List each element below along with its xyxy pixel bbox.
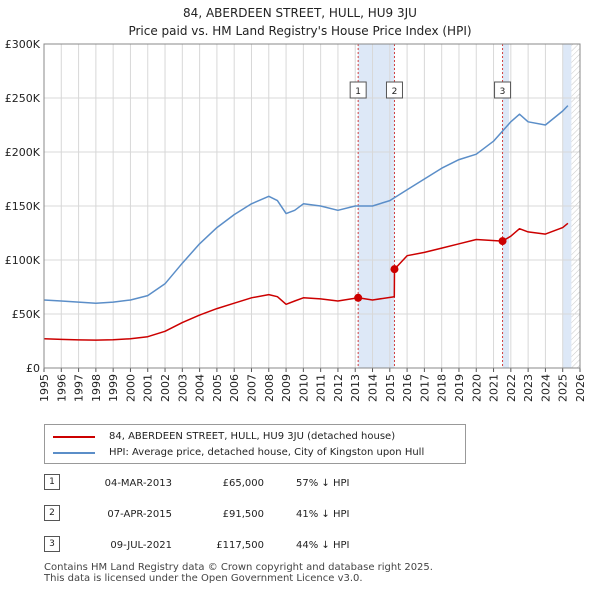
x-tick-label: 2024 — [539, 374, 552, 402]
transaction-row-2: 2 07-APR-2015 £91,500 41% ↓ HPI — [44, 505, 544, 525]
marker-label-box — [494, 81, 512, 99]
x-tick-label: 2011 — [315, 374, 328, 402]
x-tick-label: 2013 — [349, 374, 362, 402]
marker-label-box — [349, 81, 367, 99]
x-tick-label: 2010 — [297, 374, 310, 402]
legend-hpi-label: HPI: Average price, detached house, City… — [109, 447, 425, 458]
transaction-hpi-diff: 57% ↓ HPI — [296, 478, 350, 489]
y-tick-label: £0 — [26, 362, 40, 375]
transaction-badge: 1 — [44, 474, 60, 490]
marker-label: 1 — [355, 87, 361, 97]
x-tick-label: 2000 — [124, 374, 137, 402]
x-tick-label: 2002 — [159, 374, 172, 402]
footer-line-1: Contains HM Land Registry data © Crown c… — [44, 562, 433, 573]
x-tick-label: 2023 — [522, 374, 535, 402]
y-tick-label: £150K — [5, 200, 41, 213]
transaction-price: £91,500 — [222, 509, 264, 520]
transaction-date: 07-APR-2015 — [107, 509, 172, 520]
x-tick-label: 2018 — [436, 374, 449, 402]
x-tick-label: 2006 — [228, 374, 241, 402]
y-tick-label: £100K — [5, 254, 41, 267]
legend-property-label: 84, ABERDEEN STREET, HULL, HU9 3JU (deta… — [109, 431, 396, 442]
plot-frame — [43, 43, 581, 369]
marker-label-box — [385, 81, 403, 99]
x-tick-label: 2025 — [557, 374, 570, 402]
x-tick-label: 2020 — [470, 374, 483, 402]
x-tick-label: 1999 — [107, 374, 120, 402]
x-tick-label: 2007 — [245, 374, 258, 402]
legend-hpi-swatch — [53, 452, 95, 454]
chart-title: 84, ABERDEEN STREET, HULL, HU9 3JU Price… — [0, 4, 600, 40]
x-tick-label: 1997 — [73, 374, 86, 402]
x-tick-label: 2005 — [211, 374, 224, 402]
transaction-price: £117,500 — [216, 540, 264, 551]
sale-point — [498, 237, 507, 246]
title-line-2: Price paid vs. HM Land Registry's House … — [128, 24, 472, 38]
x-tick-label: 2009 — [280, 374, 293, 402]
title-line-1: 84, ABERDEEN STREET, HULL, HU9 3JU — [183, 6, 417, 20]
x-tick-label: 2019 — [453, 374, 466, 402]
marker-label: 2 — [392, 87, 398, 97]
transaction-row-1: 1 04-MAR-2013 £65,000 57% ↓ HPI — [44, 474, 544, 494]
transaction-row-3: 3 09-JUL-2021 £117,500 44% ↓ HPI — [44, 536, 544, 556]
legend-property-swatch — [53, 436, 95, 438]
x-tick-label: 1996 — [55, 374, 68, 402]
x-tick-label: 2014 — [367, 374, 380, 402]
sale-point — [354, 293, 363, 302]
chart-legend: 84, ABERDEEN STREET, HULL, HU9 3JU (deta… — [44, 424, 466, 464]
x-tick-label: 2021 — [488, 374, 501, 402]
x-tick-label: 2001 — [142, 374, 155, 402]
x-tick-label: 2012 — [332, 374, 345, 402]
transaction-price: £65,000 — [222, 478, 264, 489]
x-tick-label: 2015 — [384, 374, 397, 402]
footer-line-2: This data is licensed under the Open Gov… — [44, 573, 363, 584]
x-tick-label: 2016 — [401, 374, 414, 402]
series-hpi-line — [43, 105, 569, 304]
sale-point — [390, 265, 399, 274]
x-tick-label: 1998 — [90, 374, 103, 402]
x-tick-label: 2008 — [263, 374, 276, 402]
transaction-hpi-diff: 41% ↓ HPI — [296, 509, 350, 520]
y-tick-label: £300K — [5, 38, 41, 51]
transaction-badge: 3 — [44, 536, 60, 552]
y-tick-label: £200K — [5, 146, 41, 159]
x-tick-label: 2017 — [418, 374, 431, 402]
price-chart: £0 £50K £100K £150K £200K £250K £300K 1995 1996 1… — [5, 38, 587, 402]
x-tick-label: 2003 — [176, 374, 189, 402]
x-tick-label: 2004 — [194, 374, 207, 402]
transaction-date: 09-JUL-2021 — [110, 540, 172, 551]
y-tick-label: £250K — [5, 92, 41, 105]
transaction-hpi-diff: 44% ↓ HPI — [296, 540, 350, 551]
y-tick-label: £50K — [12, 308, 41, 321]
footer-attribution: Contains HM Land Registry data © Crown c… — [44, 562, 433, 584]
x-tick-label: 1995 — [38, 374, 51, 402]
transaction-date: 04-MAR-2013 — [104, 478, 172, 489]
marker-label: 3 — [500, 87, 506, 97]
transaction-badge: 2 — [44, 505, 60, 521]
x-tick-label: 2026 — [574, 374, 587, 402]
x-tick-label: 2022 — [505, 374, 518, 402]
